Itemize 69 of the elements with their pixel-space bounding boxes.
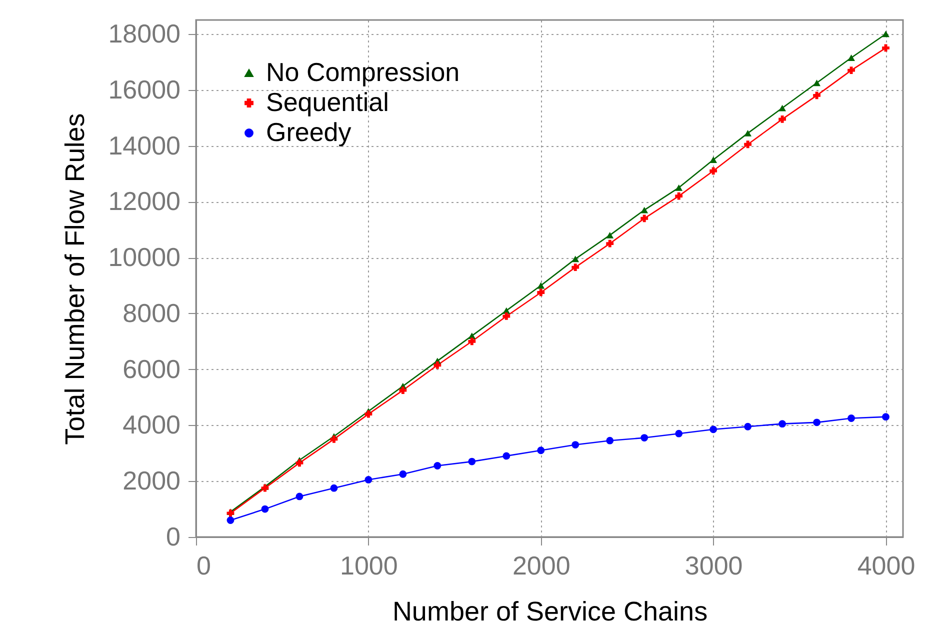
point [744,422,752,430]
point [364,476,372,484]
point [848,414,855,422]
y-tick-label: 12000 [108,186,180,216]
x-tick-label: 3000 [684,550,743,580]
point [606,436,614,444]
point [744,130,752,136]
point [778,420,786,428]
point [399,386,407,394]
x-tick-label: 2000 [512,550,570,580]
point [640,214,648,222]
y-tick-label: 16000 [108,74,180,104]
y-tick-label: 2000 [122,466,180,496]
point [882,413,890,421]
point [296,459,304,467]
point [330,435,338,443]
x-axis-title: Number of Service Chains [392,596,708,626]
x-tick-label: 1000 [340,550,398,580]
point [882,30,890,38]
legend-label: Sequential [266,87,389,117]
point [744,140,752,148]
point [710,426,718,434]
y-tick-label: 10000 [108,242,180,272]
point [813,80,820,86]
point [710,167,718,175]
point [710,156,718,163]
point [261,505,269,513]
point [572,264,580,272]
point [675,430,683,438]
x-tick-label: 0 [196,550,211,580]
point [537,288,545,296]
x-tick-label: 4000 [857,550,916,580]
legend-label: No Compression [266,57,460,87]
point [778,116,786,123]
point [882,44,890,52]
point [813,418,820,426]
point [502,312,510,320]
point [778,104,786,112]
y-tick-label: 6000 [122,354,180,384]
point [848,54,855,61]
point [364,410,372,418]
point [468,458,476,466]
y-tick-label: 4000 [122,410,180,440]
y-tick-label: 0 [166,522,180,552]
point [675,184,683,191]
y-axis-title: Total Number of Flow Rules [60,113,90,445]
point [606,240,614,248]
point [640,434,648,442]
y-tick-label: 8000 [122,298,180,328]
point [572,441,580,448]
point [502,452,510,460]
point [434,361,442,369]
point [813,92,820,100]
y-tick-label: 14000 [108,130,180,160]
point [606,232,614,238]
point [848,66,855,74]
point [399,470,407,478]
point [434,462,442,470]
point [537,446,545,454]
point [537,282,545,289]
point [572,256,580,262]
point [675,192,683,200]
legend-label: Greedy [266,117,352,147]
point [468,338,476,346]
point [330,484,338,492]
point [640,206,648,214]
point [296,492,304,500]
point [226,516,234,524]
y-tick-label: 18000 [108,18,180,48]
